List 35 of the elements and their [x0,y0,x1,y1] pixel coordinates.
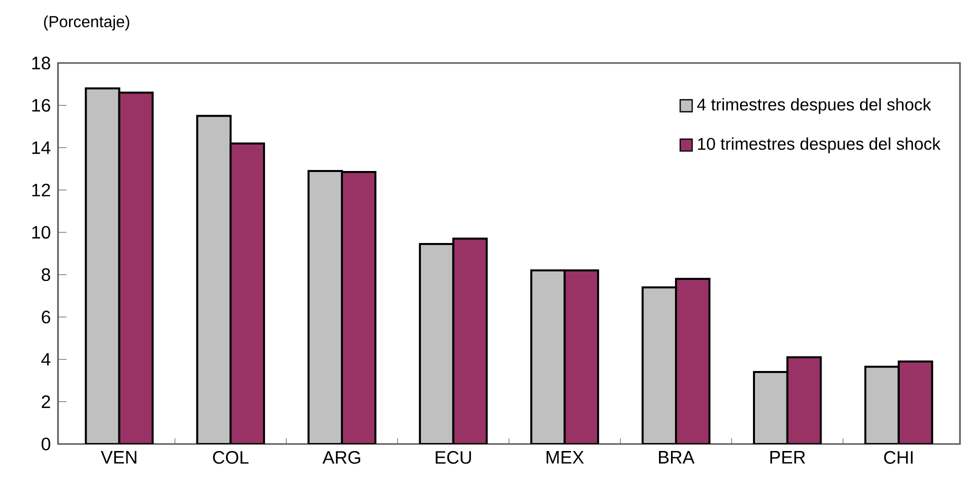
y-tick-label: 12 [32,184,50,196]
x-tick-label: CHI [884,451,913,464]
bar [642,287,676,444]
x-tick-label: ARG [322,451,360,464]
x-tick-label: COL [213,451,249,464]
x-tick-label: VEN [100,451,136,464]
bar [754,372,788,444]
y-tick-label: 8 [42,268,50,282]
legend-label: 10 trimestres despues del shock [698,137,941,154]
bar [119,92,153,444]
y-tick-label: 0 [42,438,50,450]
x-tick-label: ECU [436,451,471,464]
y-tick-label: 14 [32,141,50,154]
x-tick-label: MEX [546,451,584,464]
y-tick-label: 16 [32,98,50,112]
x-tick-label: BRA [659,451,695,464]
y-axis-title: (Porcentaje) [44,16,130,30]
bar [531,270,565,444]
bar [230,143,264,444]
y-tick-label: 4 [41,353,50,366]
legend-label: 4 trimestres despues del shock [697,98,932,114]
x-tick-label: PER [770,451,806,464]
bar [308,170,342,444]
y-tick-label: 6 [42,310,50,324]
bar [86,88,120,444]
bar [197,116,231,444]
bar [676,278,710,444]
bar [342,172,376,444]
bar [564,270,598,444]
y-tick-label: 18 [32,56,50,70]
bar [453,238,487,444]
bar [420,244,454,444]
y-tick-label: 10 [32,226,50,239]
bar [787,357,821,444]
y-tick-label: 2 [42,395,50,408]
